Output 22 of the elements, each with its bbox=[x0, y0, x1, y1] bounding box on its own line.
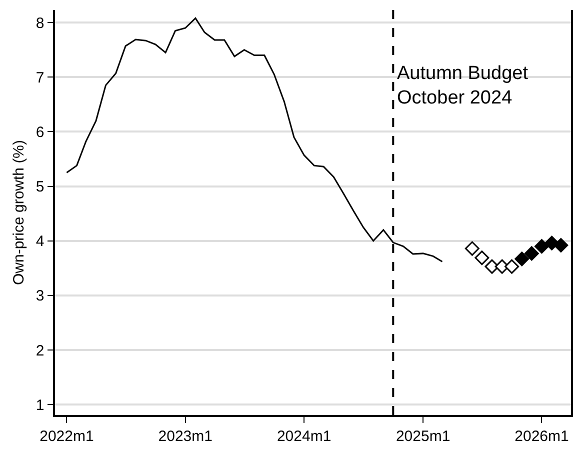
point bbox=[474, 250, 490, 266]
y-tick-label: 7 bbox=[36, 69, 44, 86]
y-tick-label: 6 bbox=[36, 124, 44, 141]
x-tick-label: 2025m1 bbox=[396, 428, 450, 445]
x-tick-label: 2024m1 bbox=[276, 428, 332, 445]
point bbox=[464, 241, 480, 256]
y-tick-label: 5 bbox=[36, 178, 44, 196]
x-tick-label: 2022m1 bbox=[40, 428, 94, 445]
y-tick-label: 2 bbox=[36, 342, 44, 360]
x-tick-label: 2026m1 bbox=[514, 428, 569, 445]
x-tick-label: 2023m1 bbox=[158, 428, 212, 445]
point bbox=[524, 246, 539, 261]
point bbox=[534, 239, 549, 254]
y-axis-title: Own-price growth (%) bbox=[10, 140, 28, 286]
ref-line-label: Autumn Budget October 2024 bbox=[397, 63, 529, 109]
point bbox=[554, 238, 568, 252]
y-tick-label: 3 bbox=[36, 288, 44, 305]
y-tick-label: 8 bbox=[36, 14, 44, 32]
point bbox=[504, 259, 520, 274]
y-tick-label: 4 bbox=[36, 233, 44, 250]
point bbox=[514, 252, 530, 266]
y-tick-label: 1 bbox=[36, 396, 44, 414]
